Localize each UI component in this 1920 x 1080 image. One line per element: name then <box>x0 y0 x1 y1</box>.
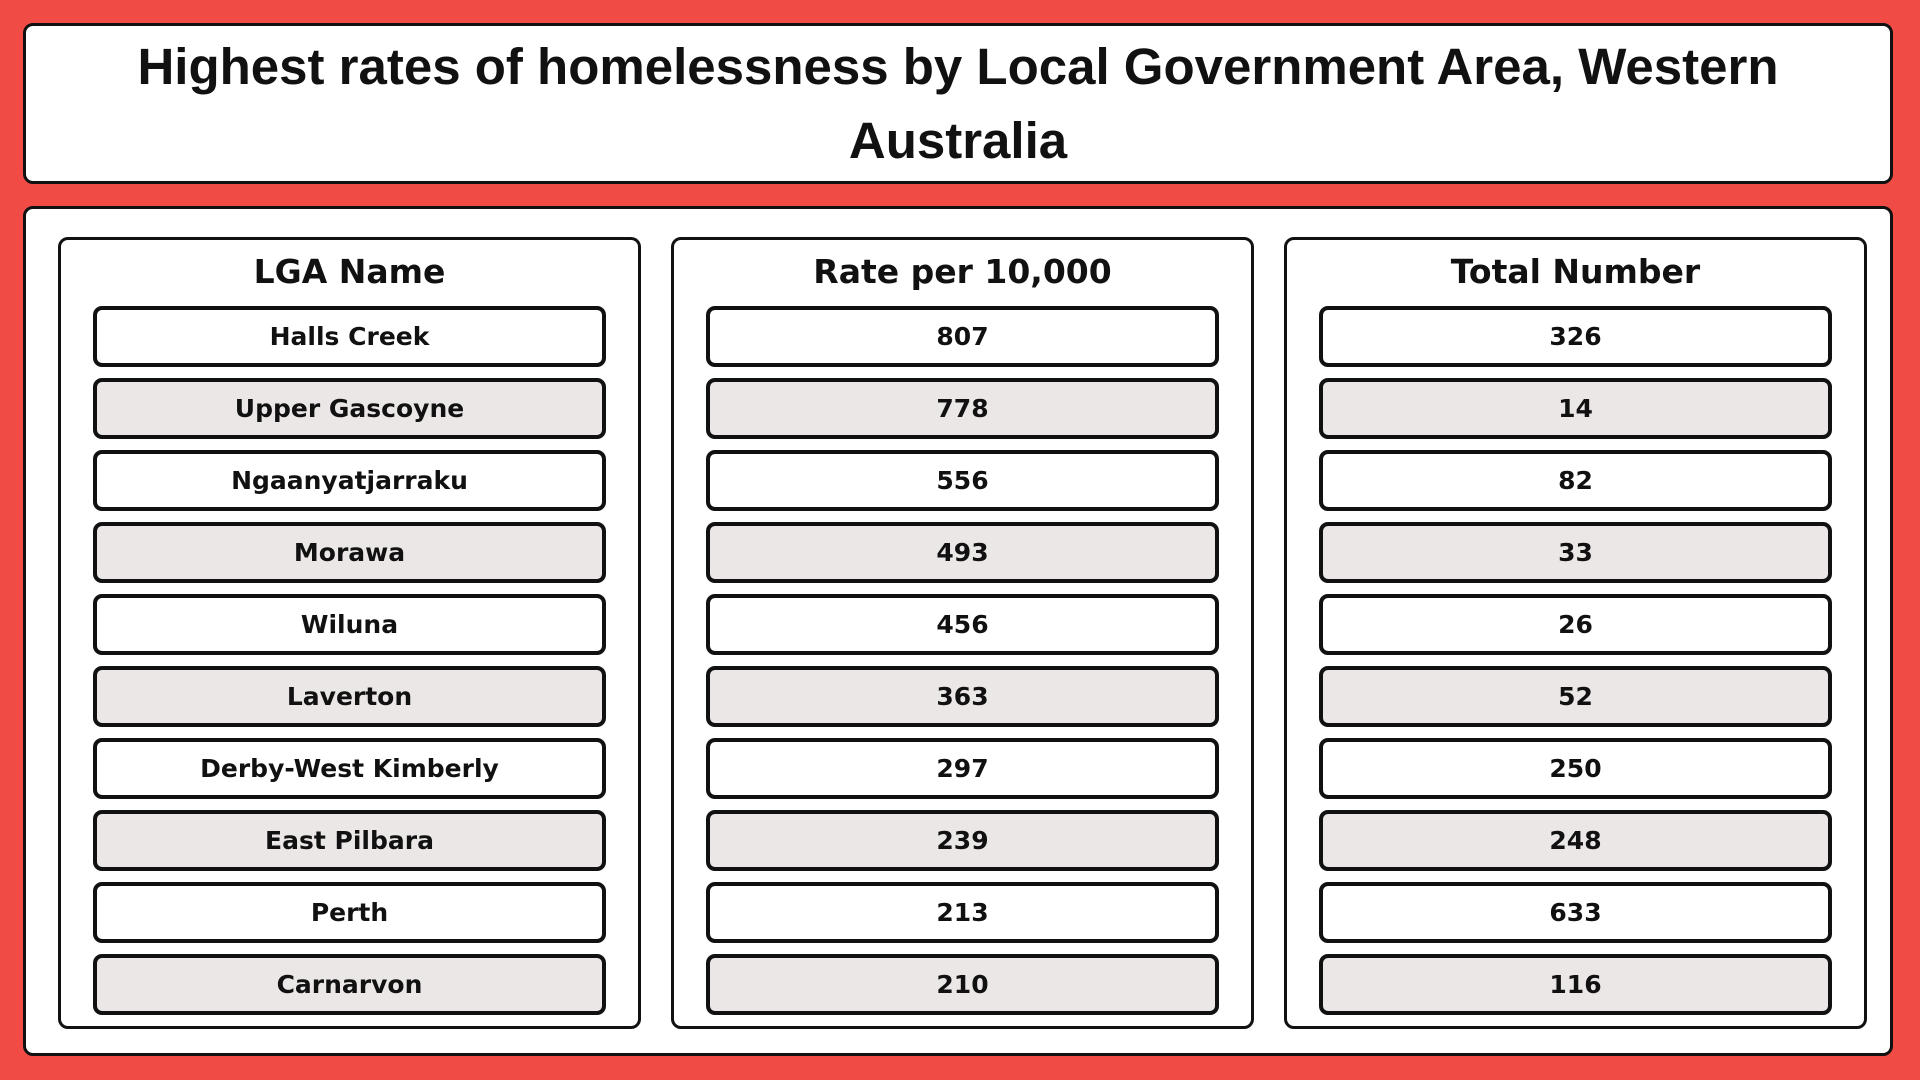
total-number-cell: 250 <box>1319 738 1832 799</box>
rate-cell: 363 <box>706 666 1219 727</box>
rate-cell: 297 <box>706 738 1219 799</box>
rate-cell: 239 <box>706 810 1219 871</box>
column-header-total: Total Number <box>1450 252 1701 291</box>
rate-cell: 213 <box>706 882 1219 943</box>
total-number-cell: 248 <box>1319 810 1832 871</box>
column-lga-name: LGA Name Halls Creek Upper Gascoyne Ngaany… <box>58 237 641 1029</box>
lga-name-cell: Upper Gascoyne <box>93 378 606 439</box>
lga-name-cell: East Pilbara <box>93 810 606 871</box>
rate-cell: 778 <box>706 378 1219 439</box>
rate-cell: 556 <box>706 450 1219 511</box>
table-panel: LGA Name Halls Creek Upper Gascoyne Ngaany… <box>23 206 1893 1056</box>
lga-name-cell: Carnarvon <box>93 954 606 1015</box>
total-number-cell: 82 <box>1319 450 1832 511</box>
column-header-rate: Rate per 10,000 <box>813 252 1112 291</box>
lga-name-cell: Perth <box>93 882 606 943</box>
total-number-cell: 116 <box>1319 954 1832 1015</box>
total-number-cell: 33 <box>1319 522 1832 583</box>
page-title: Highest rates of homelessness by Local G… <box>137 37 1779 169</box>
title-box: Highest rates of homelessness by Local G… <box>23 23 1893 184</box>
total-number-cell: 52 <box>1319 666 1832 727</box>
lga-name-cell: Halls Creek <box>93 306 606 367</box>
total-number-cell: 14 <box>1319 378 1832 439</box>
lga-name-cell: Morawa <box>93 522 606 583</box>
lga-name-cell: Derby-West Kimberly <box>93 738 606 799</box>
rate-cell: 456 <box>706 594 1219 655</box>
lga-name-cell: Laverton <box>93 666 606 727</box>
total-number-cell: 633 <box>1319 882 1832 943</box>
lga-name-cell: Ngaanyatjarraku <box>93 450 606 511</box>
column-header-lga-name: LGA Name <box>253 252 446 291</box>
rate-cell: 210 <box>706 954 1219 1015</box>
column-rate-per-10000: Rate per 10,000 807 778 556 493 456 363 297 239… <box>671 237 1254 1029</box>
rate-cell: 493 <box>706 522 1219 583</box>
total-number-cell: 26 <box>1319 594 1832 655</box>
total-number-cell: 326 <box>1319 306 1832 367</box>
column-total-number: Total Number 326 14 82 33 26 52 250 248 633 116 <box>1284 237 1867 1029</box>
rate-cell: 807 <box>706 306 1219 367</box>
lga-name-cell: Wiluna <box>93 594 606 655</box>
